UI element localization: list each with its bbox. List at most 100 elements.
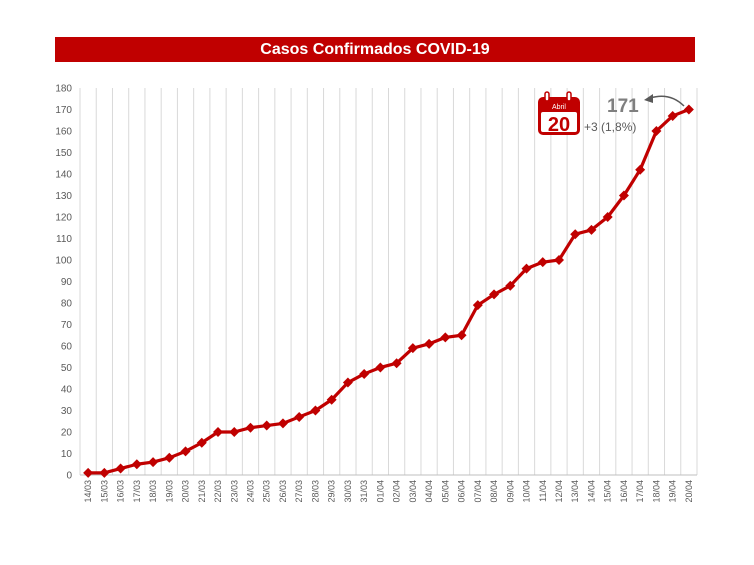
x-tick-label: 10/04	[522, 480, 532, 503]
y-tick-label: 60	[61, 342, 73, 353]
data-point	[245, 422, 256, 433]
x-tick-label: 20/04	[684, 480, 694, 503]
y-tick-label: 120	[55, 213, 72, 224]
grid-layer	[79, 88, 698, 476]
data-point	[115, 463, 126, 474]
chart-title: Casos Confirmados COVID-19	[55, 37, 695, 62]
x-tick-label: 22/03	[213, 480, 223, 503]
data-point	[456, 330, 467, 341]
x-tick-label: 15/04	[603, 480, 613, 503]
x-tick-label: 17/03	[132, 480, 142, 503]
x-tick-label: 03/04	[408, 480, 418, 503]
data-point	[277, 418, 288, 429]
x-tick-label: 06/04	[457, 480, 467, 503]
data-point	[375, 362, 386, 373]
data-point	[131, 459, 142, 470]
x-tick-label: 31/03	[359, 480, 369, 503]
data-point	[180, 446, 191, 457]
x-tick-label: 14/03	[83, 480, 93, 503]
calendar-icon: Abril 20	[538, 91, 580, 136]
x-tick-label: 07/04	[473, 480, 483, 503]
y-tick-label: 40	[61, 385, 73, 396]
x-tick-label: 18/03	[148, 480, 158, 503]
data-point	[424, 338, 435, 349]
y-tick-label: 90	[61, 277, 73, 288]
data-point	[196, 437, 207, 448]
y-tick-label: 180	[55, 84, 72, 95]
x-tick-label: 18/04	[651, 480, 661, 503]
x-tick-label: 23/03	[229, 480, 239, 503]
data-point	[635, 164, 646, 175]
x-axis: 14/03 15/03 16/03 17/03 18/03 19/03 20/03 21/03…	[83, 480, 694, 503]
data-point	[618, 190, 629, 201]
x-tick-label: 16/03	[116, 480, 126, 503]
data-point	[521, 263, 532, 274]
x-tick-label: 19/04	[668, 480, 678, 503]
data-point	[489, 289, 500, 300]
y-tick-label: 160	[55, 127, 72, 138]
x-tick-label: 25/03	[262, 480, 272, 503]
data-point	[326, 394, 337, 405]
data-point	[229, 427, 240, 437]
y-tick-label: 130	[55, 191, 72, 202]
data-point	[667, 110, 678, 121]
y-tick-label: 0	[66, 471, 72, 482]
data-point	[164, 452, 175, 463]
data-point	[261, 420, 272, 431]
x-tick-label: 11/04	[538, 480, 548, 502]
x-tick-label: 21/03	[197, 480, 207, 503]
x-tick-label: 30/03	[343, 480, 353, 503]
x-tick-label: 02/04	[392, 480, 402, 503]
data-point	[148, 457, 159, 468]
y-tick-label: 50	[61, 363, 73, 374]
x-tick-label: 15/03	[99, 480, 109, 503]
data-point	[440, 332, 451, 343]
x-tick-label: 04/04	[424, 480, 434, 503]
x-tick-label: 13/04	[570, 480, 580, 503]
calendar-day: 20	[548, 114, 570, 136]
y-tick-label: 10	[61, 449, 73, 460]
data-point	[213, 427, 224, 437]
x-tick-label: 05/04	[440, 480, 450, 503]
daily-change-label: +3 (1,8%)	[584, 120, 636, 134]
data-point	[83, 467, 94, 478]
data-point	[570, 229, 581, 240]
x-tick-label: 29/03	[327, 480, 337, 503]
x-tick-label: 16/04	[619, 480, 629, 503]
y-tick-label: 170	[55, 105, 72, 116]
data-point	[472, 300, 483, 311]
y-tick-label: 100	[55, 256, 72, 267]
data-point	[407, 343, 418, 354]
y-tick-label: 150	[55, 148, 72, 159]
data-point	[651, 126, 662, 136]
x-tick-label: 20/03	[181, 480, 191, 503]
y-tick-label: 110	[56, 234, 72, 245]
x-tick-label: 12/04	[554, 480, 564, 503]
y-tick-label: 80	[61, 299, 73, 310]
x-tick-label: 28/03	[310, 480, 320, 503]
data-point	[602, 212, 613, 222]
y-tick-label: 70	[61, 320, 73, 331]
x-tick-label: 24/03	[245, 480, 255, 503]
series-layer	[83, 104, 694, 478]
y-tick-label: 30	[61, 406, 73, 417]
x-tick-label: 26/03	[278, 480, 288, 503]
data-point	[553, 255, 564, 265]
annotation: Abril 20 171 +3 (1,8%)	[538, 91, 685, 136]
data-point	[586, 224, 597, 235]
data-point	[99, 467, 110, 478]
data-point	[310, 405, 321, 416]
curved-arrow-icon	[644, 94, 685, 107]
x-tick-label: 08/04	[489, 480, 499, 503]
calendar-month: Abril	[552, 104, 566, 111]
data-point	[505, 280, 516, 291]
y-tick-label: 20	[61, 428, 73, 439]
y-axis: 0 10 20 30 40 50 60 70 80 90 100 110 120 130 140 150 160…	[55, 84, 72, 482]
x-tick-label: 19/03	[164, 480, 174, 503]
data-point	[391, 358, 402, 369]
x-tick-label: 27/03	[294, 480, 304, 503]
data-point	[294, 411, 305, 422]
x-tick-label: 14/04	[586, 480, 596, 503]
data-point	[683, 104, 694, 115]
